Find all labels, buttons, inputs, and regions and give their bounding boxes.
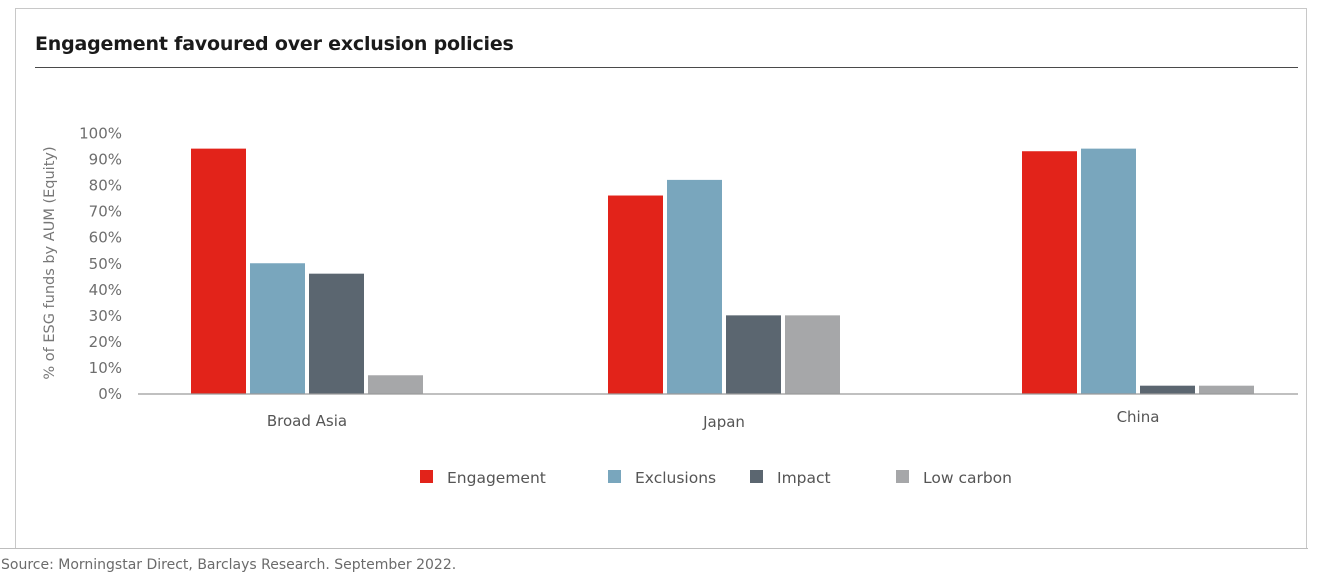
bar-impact	[309, 273, 364, 394]
y-tick-label: 100%	[79, 125, 122, 143]
legend-label: Impact	[777, 469, 831, 487]
legend-label: Low carbon	[923, 469, 1012, 487]
x-axis-ticks: Broad Asia Japan China	[267, 408, 1160, 431]
legend: Engagement Exclusions Impact Low carbon	[420, 469, 1012, 487]
bar-engagement	[1022, 151, 1077, 394]
bar-impact	[726, 315, 781, 394]
y-tick-label: 60%	[89, 229, 122, 247]
y-axis-label-group: % of ESG funds by AUM (Equity)	[42, 146, 58, 379]
bar-low-carbon	[785, 315, 840, 394]
legend-label: Engagement	[447, 469, 546, 487]
chart-title: Engagement favoured over exclusion polic…	[35, 33, 514, 55]
source-note: Source: Morningstar Direct, Barclays Res…	[1, 557, 457, 573]
x-tick-label: Japan	[702, 413, 745, 431]
y-tick-label: 70%	[89, 203, 122, 221]
x-tick-label: Broad Asia	[267, 412, 347, 430]
y-tick-label: 50%	[89, 255, 122, 273]
bar-impact	[1140, 385, 1195, 394]
bar-engagement	[191, 148, 246, 394]
bars	[191, 148, 1254, 394]
legend-swatch	[896, 470, 909, 483]
y-tick-label: 10%	[89, 359, 122, 377]
y-tick-label: 20%	[89, 333, 122, 351]
y-tick-label: 30%	[89, 307, 122, 325]
bar-engagement	[608, 195, 663, 394]
source-divider	[0, 548, 1308, 549]
bar-exclusions	[667, 179, 722, 394]
y-tick-label: 0%	[98, 385, 122, 403]
legend-swatch	[750, 470, 763, 483]
legend-swatch	[420, 470, 433, 483]
y-axis-ticks: 0% 10% 20% 30% 40% 50% 60% 70% 80% 90% 100%	[79, 125, 122, 404]
bar-low-carbon	[368, 375, 423, 394]
bar-exclusions	[250, 263, 305, 394]
bar-low-carbon	[1199, 385, 1254, 394]
legend-swatch	[608, 470, 621, 483]
y-tick-label: 80%	[89, 177, 122, 195]
chart-frame	[15, 8, 1307, 548]
title-divider	[35, 67, 1298, 68]
y-tick-label: 40%	[89, 281, 122, 299]
legend-label: Exclusions	[635, 469, 716, 487]
y-tick-label: 90%	[89, 151, 122, 169]
bar-exclusions	[1081, 148, 1136, 394]
y-axis-label: % of ESG funds by AUM (Equity)	[42, 146, 58, 379]
x-tick-label: China	[1117, 408, 1160, 426]
